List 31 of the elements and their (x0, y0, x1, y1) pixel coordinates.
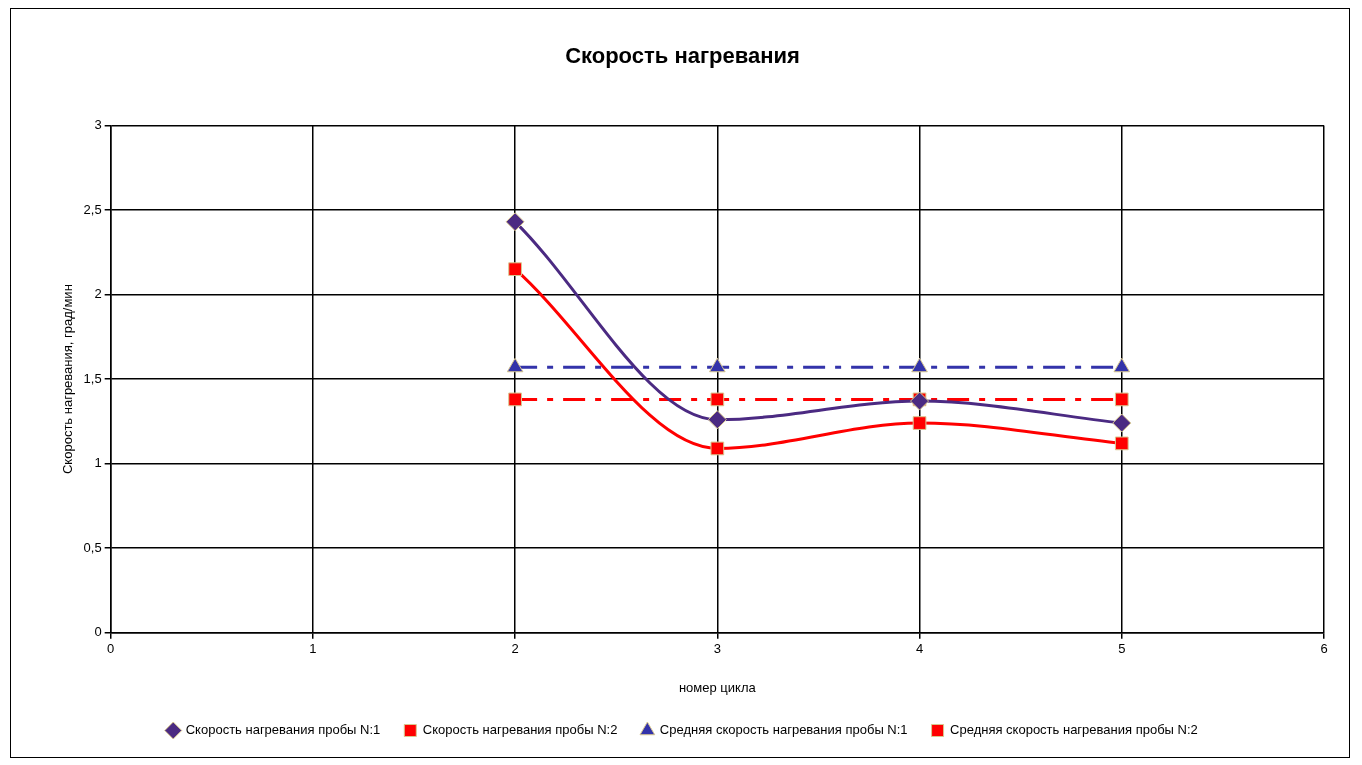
y-tick-label: 2 (94, 286, 102, 302)
y-tick-label: 1,5 (83, 370, 102, 386)
y-tick-label: 3 (94, 116, 102, 132)
point (710, 392, 725, 407)
point (710, 441, 725, 456)
point (508, 262, 522, 277)
chart-title: Скорость нагревания (565, 43, 800, 69)
point (1112, 413, 1132, 433)
x-tick-label: 0 (107, 641, 115, 657)
y-tick-label: 0 (94, 624, 102, 640)
legend-label: Скорость нагревания пробы N:1 (185, 722, 381, 738)
point (1114, 392, 1129, 407)
point (707, 410, 727, 430)
point (1114, 436, 1129, 451)
legend-label: Скорость нагревания пробы N:2 (422, 722, 618, 738)
y-axis-title: Скорость нагревания, град/мин (60, 284, 76, 475)
x-tick-label: 4 (915, 641, 924, 657)
point (508, 392, 522, 407)
y-tick-label: 1 (94, 455, 102, 471)
x-tick-label: 6 (1320, 641, 1328, 657)
y-tick-label: 0,5 (83, 539, 102, 555)
x-axis-title: номер цикла (678, 679, 757, 695)
legend-label: Средняя скорость нагревания пробы N:1 (659, 722, 908, 738)
point (505, 212, 525, 232)
point (912, 416, 927, 430)
x-tick-label: 3 (713, 641, 721, 657)
x-tick-label: 1 (309, 641, 317, 657)
x-tick-label: 5 (1118, 641, 1126, 657)
x-tick-label: 2 (511, 641, 519, 657)
legend-label: Средняя скорость нагревания пробы N:2 (950, 722, 1198, 738)
y-tick-label: 2,5 (83, 201, 102, 217)
